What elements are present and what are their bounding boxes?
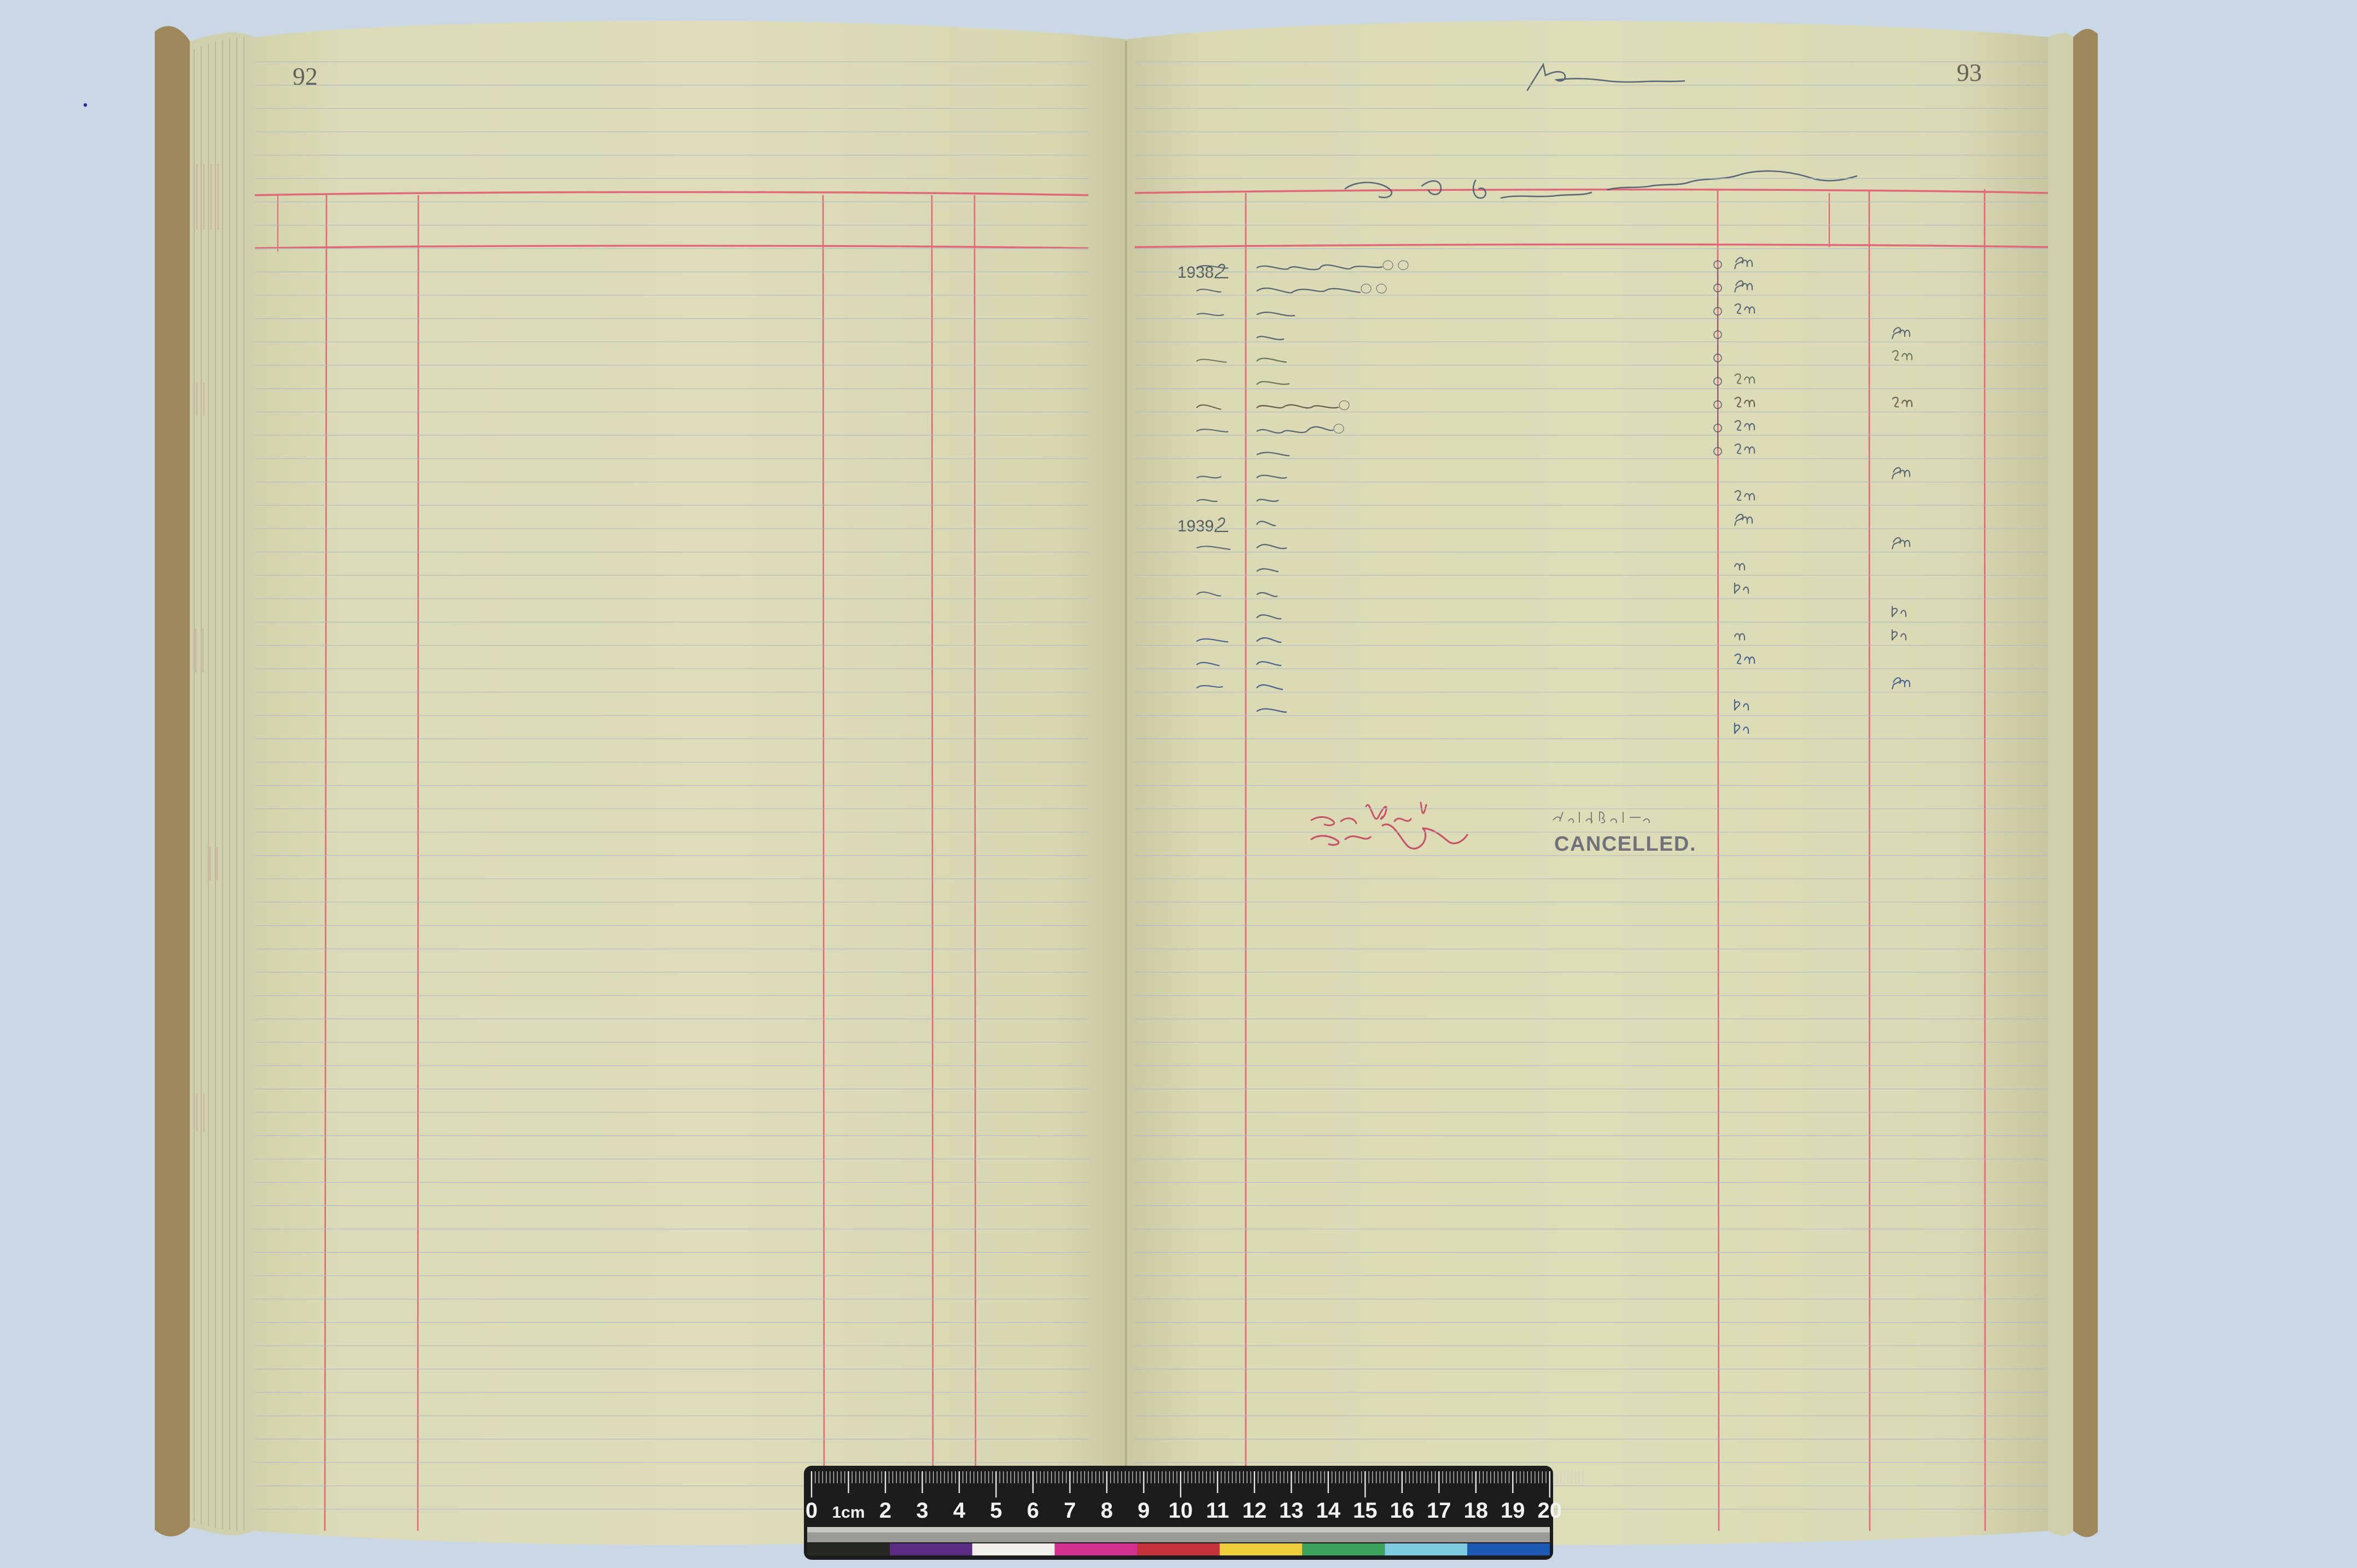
svg-text:14: 14 <box>1316 1499 1341 1523</box>
svg-text:92: 92 <box>293 62 318 90</box>
svg-text:93: 93 <box>1957 58 1982 86</box>
svg-text:16: 16 <box>1390 1499 1415 1523</box>
svg-text:9: 9 <box>1137 1499 1150 1523</box>
svg-text:0: 0 <box>806 1499 818 1523</box>
svg-text:12: 12 <box>1242 1499 1267 1523</box>
svg-text:7: 7 <box>1064 1499 1076 1523</box>
svg-text:CANCELLED.: CANCELLED. <box>1554 833 1696 856</box>
svg-text:10: 10 <box>1169 1499 1193 1523</box>
svg-text:1cm: 1cm <box>832 1503 865 1522</box>
svg-text:5: 5 <box>990 1499 1002 1523</box>
svg-text:11: 11 <box>1206 1499 1229 1523</box>
svg-text:8: 8 <box>1101 1499 1113 1523</box>
svg-text:1939: 1939 <box>1177 517 1214 535</box>
svg-text:6: 6 <box>1027 1499 1039 1523</box>
svg-text:18: 18 <box>1464 1499 1489 1523</box>
svg-text:20: 20 <box>1538 1499 1562 1523</box>
svg-text:19: 19 <box>1501 1499 1525 1523</box>
svg-text:15: 15 <box>1353 1499 1378 1523</box>
svg-text:17: 17 <box>1427 1499 1451 1523</box>
svg-text:4: 4 <box>953 1499 966 1523</box>
svg-text:13: 13 <box>1279 1499 1304 1523</box>
svg-text:3: 3 <box>916 1499 928 1523</box>
svg-text:2: 2 <box>879 1499 891 1523</box>
